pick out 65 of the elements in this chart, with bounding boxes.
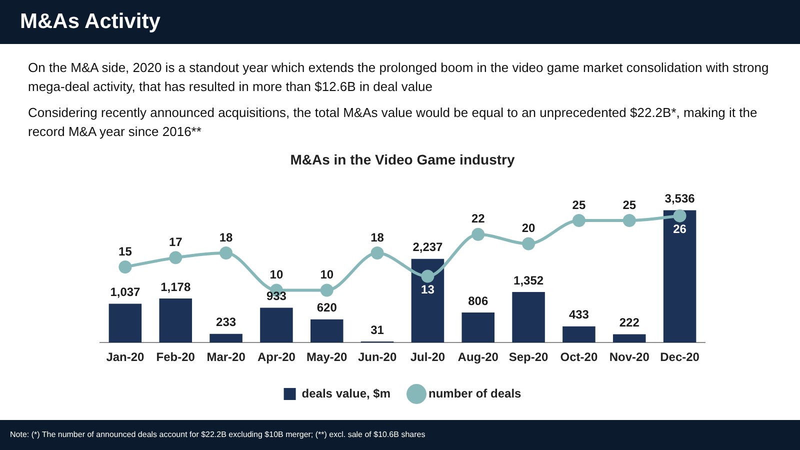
point — [472, 228, 485, 241]
data-label: 1,037 — [110, 285, 141, 300]
legend-label: number of deals — [428, 386, 522, 400]
data-label: 2,237 — [412, 240, 444, 254]
x-tick-label: Feb-20 — [156, 350, 196, 364]
data-label: 25 — [622, 198, 636, 212]
data-label: 18 — [219, 230, 234, 244]
data-label: 18 — [370, 230, 384, 244]
data-label: 620 — [316, 300, 338, 315]
x-tick-label: Oct-20 — [560, 350, 598, 364]
data-label: 22 — [471, 212, 486, 226]
x-tick-label: Jun-20 — [358, 350, 397, 364]
x-tick-label: Aug-20 — [458, 350, 499, 364]
point — [522, 237, 536, 250]
point — [370, 246, 384, 260]
point — [118, 260, 132, 274]
legend-label: deals value, $m — [302, 386, 391, 400]
data-label: 1,352 — [514, 273, 544, 288]
point — [622, 214, 636, 227]
data-label: 10 — [270, 268, 284, 282]
data-label: 233 — [216, 315, 236, 330]
data-label: 933 — [266, 289, 287, 304]
text: Considering recently announced acquisitions, the total M&As value would be equal to an unprecedented $22.2B*, making it the record M&A year since 2016** — [28, 104, 758, 141]
data-label: 26 — [673, 222, 687, 236]
data-label: 10 — [320, 268, 334, 282]
bar — [260, 308, 293, 343]
data-label: 1,178 — [160, 280, 191, 294]
data-label: 13 — [421, 282, 435, 297]
point — [320, 284, 334, 297]
bar — [310, 319, 344, 343]
bar — [462, 312, 495, 343]
bar — [411, 258, 444, 343]
point — [572, 214, 586, 227]
bar — [210, 334, 242, 343]
bar — [512, 292, 545, 343]
text: Note: (*) The number of announced deals account for $22.2B excluding $10B merger; (**) excl. sale of $10.6B shares — [0, 420, 800, 450]
point — [220, 246, 233, 260]
data-label: 222 — [619, 316, 640, 330]
data-label: 433 — [568, 308, 590, 322]
data-label: 17 — [168, 234, 183, 249]
x-tick-label: Dec-20 — [660, 350, 700, 364]
x-tick-label: May-20 — [306, 350, 348, 364]
bar — [612, 334, 646, 343]
data-label: 25 — [572, 198, 586, 212]
bar — [108, 304, 142, 343]
point — [673, 209, 686, 222]
x-tick-label: Mar-20 — [206, 350, 246, 364]
x-tick-label: Jul-20 — [410, 350, 446, 364]
bar — [159, 298, 192, 343]
point — [169, 251, 182, 264]
data-label: 3,536 — [664, 192, 696, 206]
bar — [562, 326, 596, 343]
data-label: 31 — [370, 322, 384, 337]
chart-title: M&As Activity — [0, 0, 800, 44]
point — [421, 270, 434, 283]
x-tick-label: Apr-20 — [257, 350, 296, 364]
data-label: 20 — [522, 221, 536, 236]
data-label: 15 — [118, 244, 132, 258]
chart-subtitle: M&As in the Video Game industry — [290, 151, 515, 168]
data-label: 806 — [468, 294, 488, 308]
bar — [663, 210, 696, 343]
text: On the M&A side, 2020 is a standout year which extends the prolonged boom in the video game market consolidation with strong mega-deal activity, that has resulted in more than $12.6B in deal value — [28, 59, 770, 96]
x-tick-label: Sep-20 — [508, 350, 549, 364]
x-tick-label: Jan-20 — [106, 350, 145, 364]
x-tick-label: Nov-20 — [609, 350, 650, 364]
